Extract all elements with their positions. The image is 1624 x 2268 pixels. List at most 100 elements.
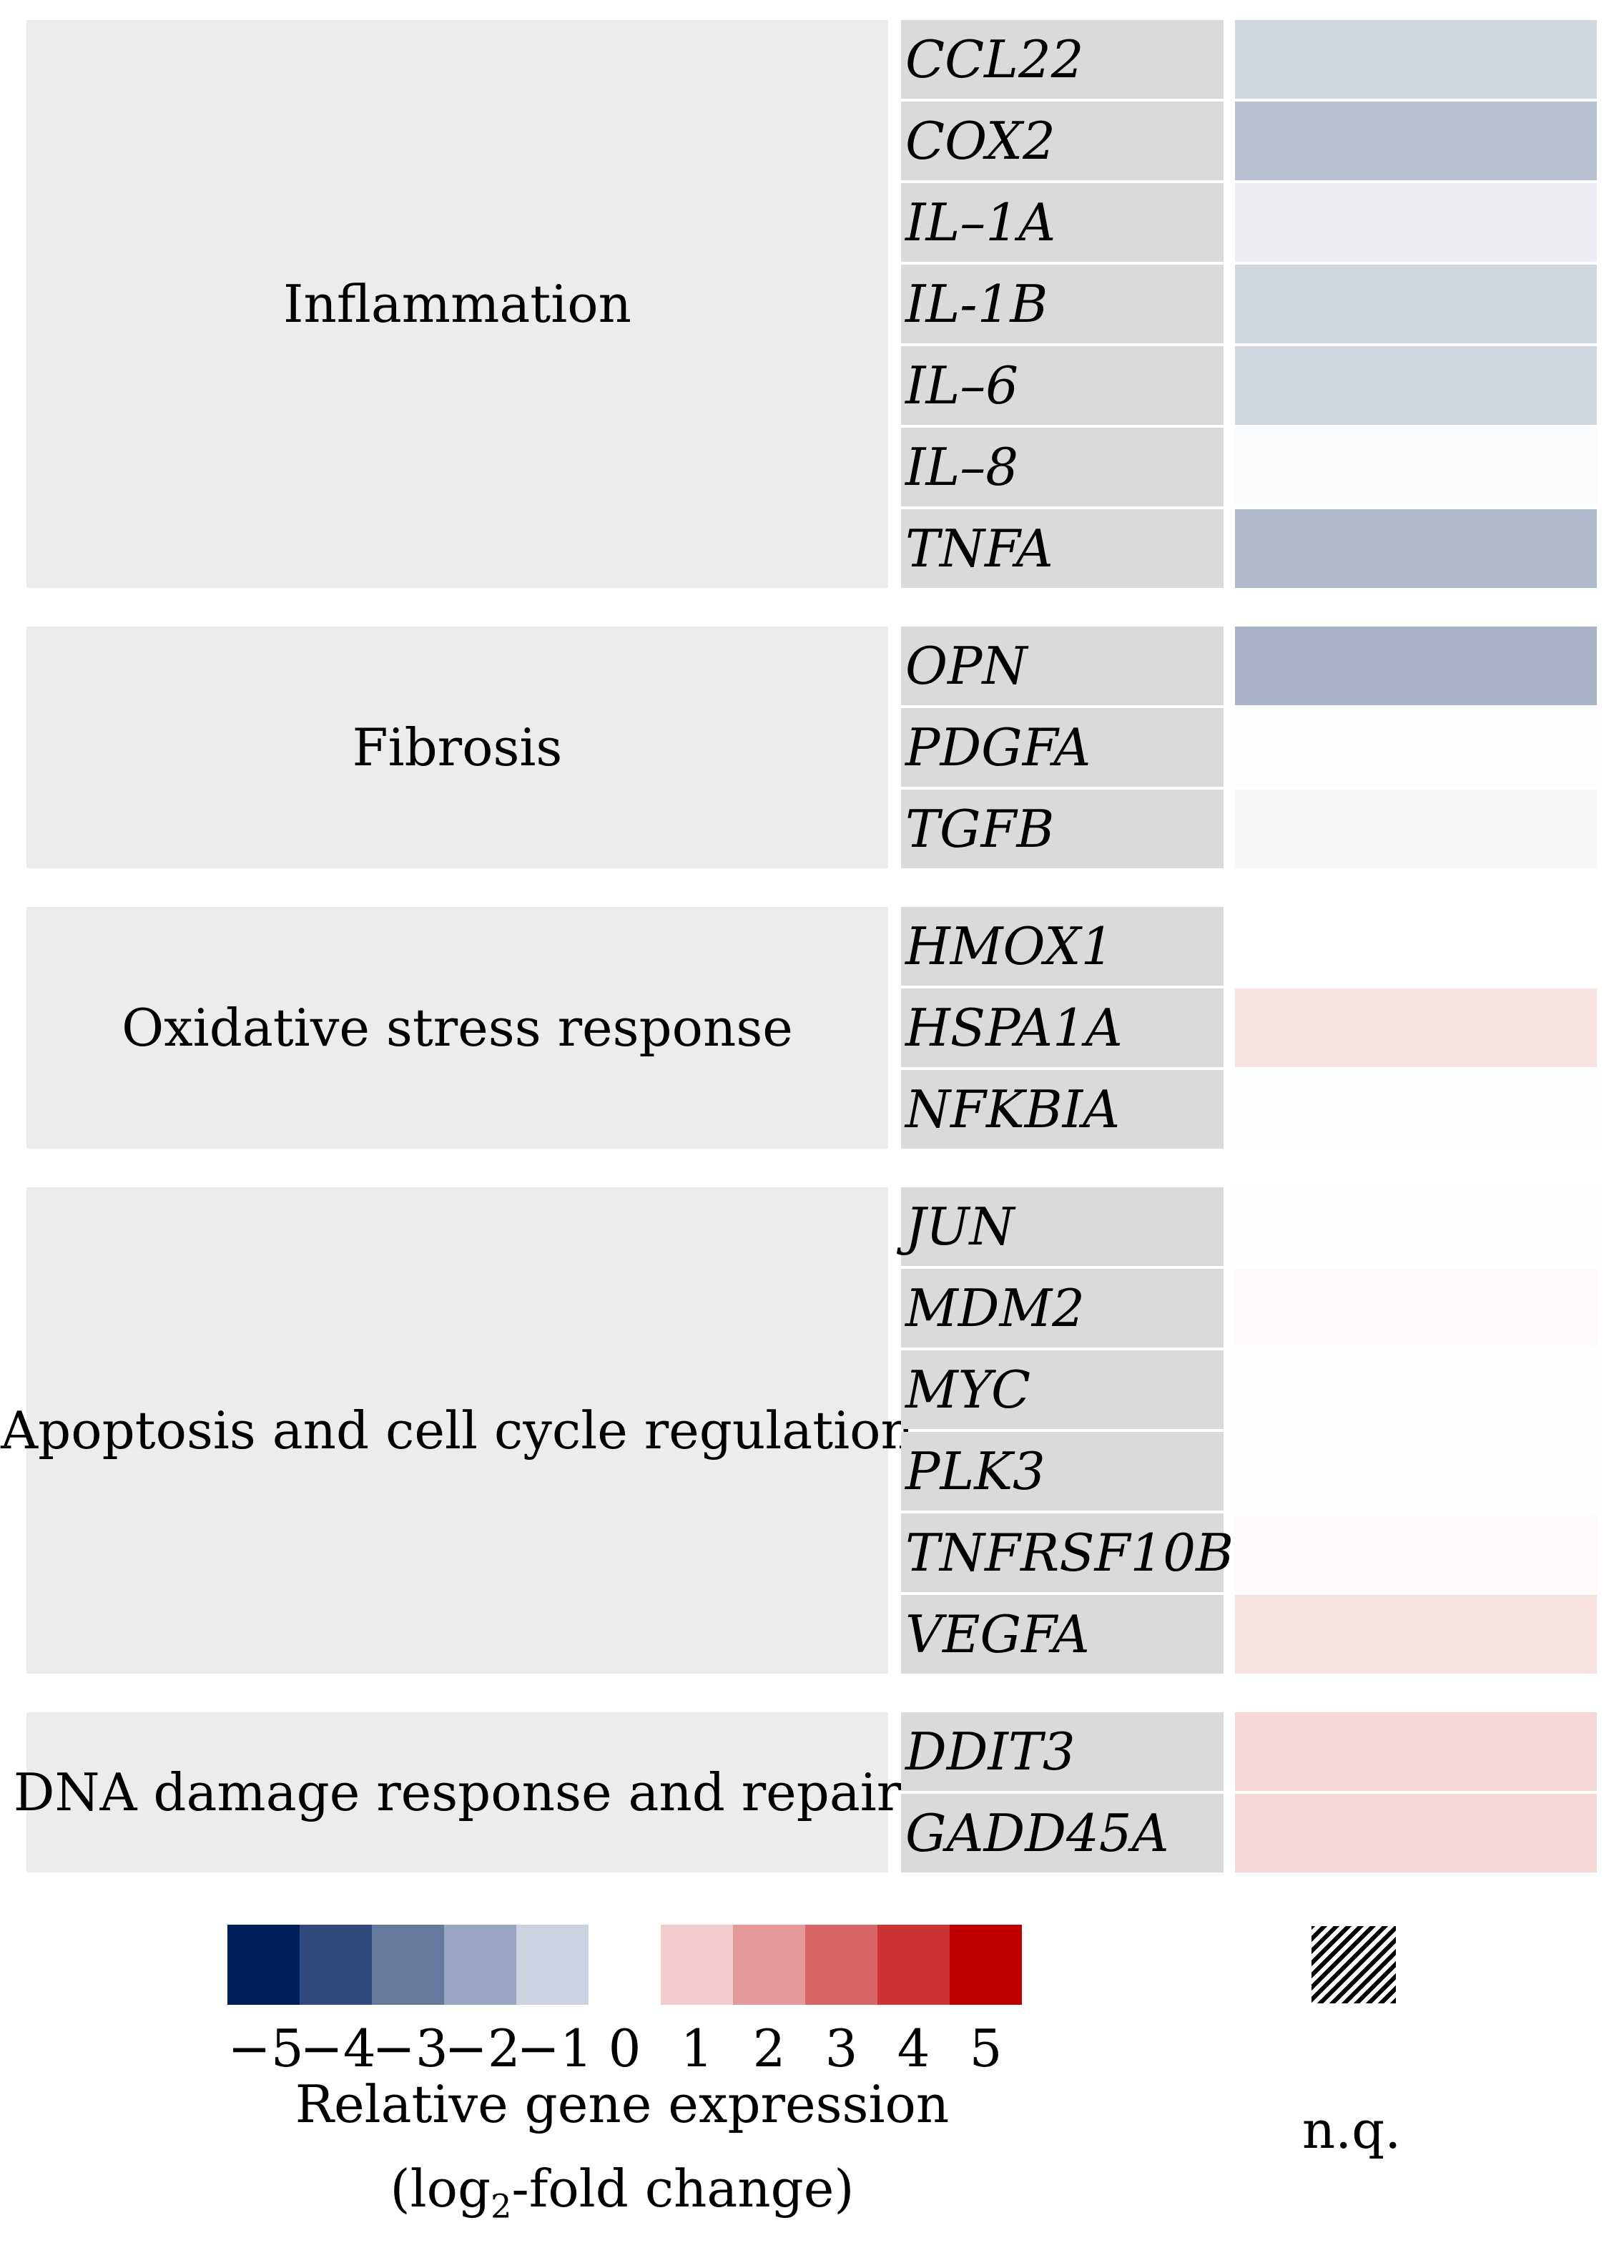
gene-label: VEGFA	[905, 1604, 1090, 1664]
heatmap-cell	[1235, 183, 1597, 262]
gene-row-label: COX2	[901, 102, 1224, 180]
gene-row-label: TNFRSF10B	[901, 1513, 1234, 1592]
heatmap-cell	[1235, 1712, 1597, 1791]
legend-tick-label: −3	[372, 2018, 448, 2078]
category-box: Apoptosis and cell cycle regulation	[1, 1187, 914, 1674]
gene-label: IL-1B	[905, 274, 1048, 334]
legend-tick-label: 3	[825, 2018, 858, 2078]
heatmap: Inflammation CCL22 COX2 IL–1A IL-1B IL–6 IL–8 T…	[1, 20, 1597, 1872]
legend-tick-label: 0	[608, 2018, 641, 2078]
gene-row-label: MYC	[901, 1350, 1224, 1429]
legend-tick-label: −2	[444, 2018, 521, 2078]
gene-row-label: VEGFA	[901, 1595, 1224, 1674]
heatmap-cell	[1235, 627, 1597, 705]
heatmap-cell	[1235, 708, 1597, 787]
gene-row-label: TGFB	[901, 790, 1224, 868]
category-box: Inflammation	[26, 20, 888, 588]
gene-label: DDIT3	[905, 1722, 1076, 1782]
legend-swatch	[661, 1925, 733, 2005]
legend-swatch	[300, 1925, 372, 2005]
gene-label: TGFB	[905, 799, 1055, 859]
legend-title-suffix: -fold change)	[511, 2159, 855, 2219]
heatmap-cell	[1235, 265, 1597, 343]
legend-swatch	[227, 1925, 300, 2005]
category-box: Fibrosis	[26, 627, 888, 868]
gene-label: PLK3	[905, 1441, 1045, 1501]
gene-label: GADD45A	[905, 1803, 1169, 1863]
heatmap-cell	[1235, 346, 1597, 425]
gene-label: CCL22	[905, 29, 1084, 89]
legend-tick-label: 5	[969, 2018, 1003, 2078]
heatmap-cell	[1235, 1070, 1597, 1149]
legend-tick-label: −1	[516, 2018, 593, 2078]
gene-label: IL–6	[905, 355, 1019, 416]
heatmap-cell	[1235, 907, 1597, 986]
legend-title-line1: Relative gene expression	[295, 2074, 950, 2134]
legend-swatch	[950, 1925, 1022, 2005]
gene-label: IL–8	[905, 437, 1019, 497]
gene-label: OPN	[905, 636, 1028, 696]
legend-tick-label: 4	[897, 2018, 930, 2078]
gene-label: TNFRSF10B	[905, 1523, 1234, 1583]
gene-label: MYC	[905, 1360, 1031, 1420]
gene-label: IL–1A	[905, 192, 1056, 252]
gene-row-label: HMOX1	[901, 907, 1224, 986]
gene-row-label: MDM2	[901, 1269, 1224, 1347]
category-box: DNA damage response and repair	[14, 1712, 901, 1872]
gene-row-label: DDIT3	[901, 1712, 1224, 1791]
heatmap-cell	[1235, 1187, 1597, 1266]
heatmap-cell	[1235, 428, 1597, 506]
legend-title-line2: (log2-fold change)	[215, 2159, 1030, 2225]
gene-label: COX2	[905, 111, 1055, 171]
gene-row-label: TNFA	[901, 509, 1224, 588]
gene-row-label: CCL22	[901, 20, 1224, 99]
legend-tick-label: 2	[752, 2018, 786, 2078]
legend-swatch	[805, 1925, 877, 2005]
gene-label: HSPA1A	[905, 998, 1123, 1058]
heatmap-cell	[1235, 102, 1597, 180]
legend-swatch	[372, 1925, 444, 2005]
gene-label: HMOX1	[905, 916, 1114, 976]
gene-row-label: HSPA1A	[901, 988, 1224, 1067]
legend-swatch	[444, 1925, 516, 2005]
heatmap-cell	[1235, 1513, 1597, 1592]
category-label: Oxidative stress response	[122, 998, 793, 1058]
gene-label: JUN	[905, 1197, 1015, 1257]
legend-swatch	[733, 1925, 805, 2005]
category-label: Inflammation	[283, 274, 631, 334]
gene-row-label: IL–1A	[901, 183, 1224, 262]
legend-swatch	[589, 1925, 661, 2005]
legend-title-subscript: 2	[491, 2186, 512, 2226]
gene-label: NFKBIA	[905, 1079, 1121, 1139]
gene-label: TNFA	[905, 519, 1053, 579]
gene-row-label: PLK3	[901, 1432, 1224, 1511]
gene-row-label: NFKBIA	[901, 1070, 1224, 1149]
gene-row-label: IL-1B	[901, 265, 1224, 343]
legend-swatch	[516, 1925, 589, 2005]
nq-label: n.q.	[1301, 2100, 1402, 2160]
gene-label: MDM2	[905, 1278, 1085, 1338]
legend-tick-label: −4	[300, 2018, 376, 2078]
heatmap-cell	[1235, 20, 1597, 99]
category-box: Oxidative stress response	[26, 907, 888, 1149]
heatmap-cell	[1235, 1432, 1597, 1511]
gene-row-label: IL–8	[901, 428, 1224, 506]
heatmap-cell	[1235, 1794, 1597, 1872]
nq-hatch-swatch	[1311, 1926, 1396, 2003]
gene-row-label: JUN	[901, 1187, 1224, 1266]
heatmap-cell	[1235, 1350, 1597, 1429]
gene-row-label: OPN	[901, 627, 1224, 705]
gene-row-label: GADD45A	[901, 1794, 1224, 1872]
category-label: Fibrosis	[352, 717, 563, 777]
heatmap-cell	[1235, 988, 1597, 1067]
legend-tick-label: −5	[227, 2018, 304, 2078]
gene-row-label: PDGFA	[901, 708, 1224, 787]
heatmap-cell	[1235, 509, 1597, 588]
gene-label: PDGFA	[905, 717, 1091, 777]
heatmap-cell	[1235, 1595, 1597, 1674]
gene-row-label: IL–6	[901, 346, 1224, 425]
legend-tick-label: 1	[680, 2018, 714, 2078]
category-label: DNA damage response and repair	[13, 1762, 902, 1822]
heatmap-cell	[1235, 1269, 1597, 1347]
heatmap-cell	[1235, 790, 1597, 868]
